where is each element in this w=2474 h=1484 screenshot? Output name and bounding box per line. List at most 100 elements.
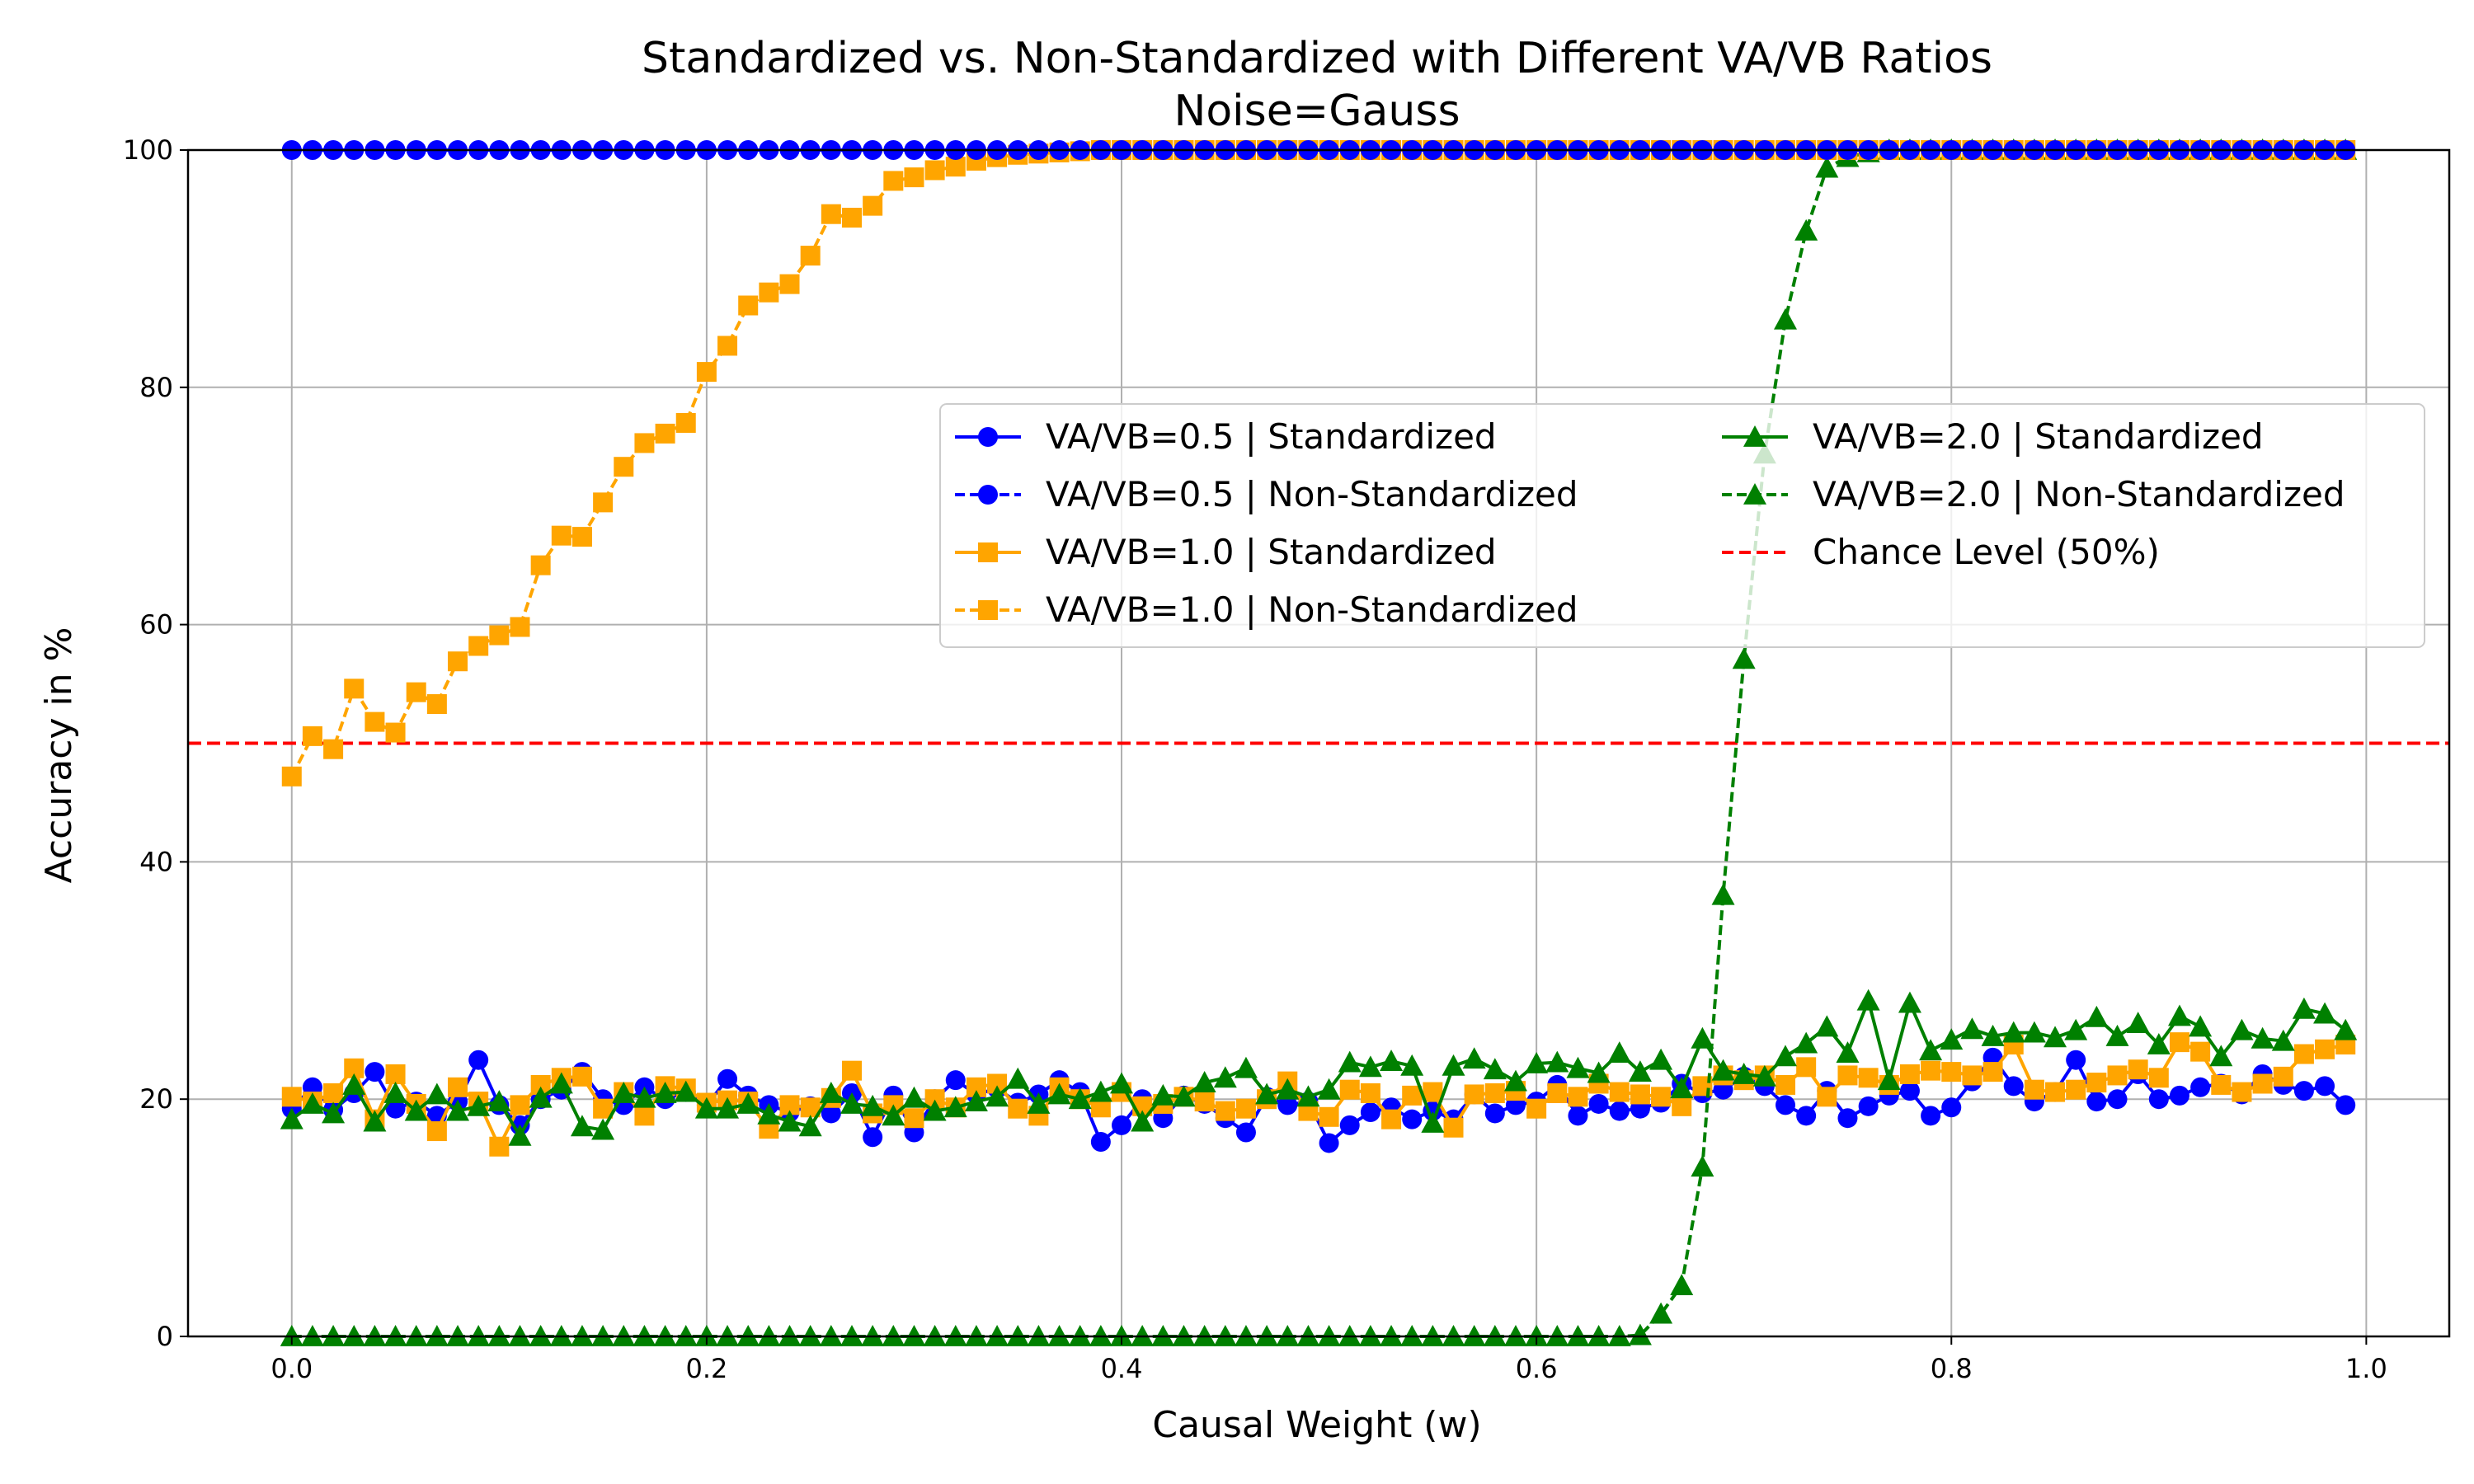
data-point xyxy=(2064,1018,2088,1040)
data-point xyxy=(2335,1095,2356,1115)
data-point xyxy=(655,423,675,444)
data-point xyxy=(323,739,344,759)
data-point xyxy=(841,1060,862,1081)
axes-layer: 0.0 0.2 0.4 0.6 0.8 1.0 0 20 40 60 80 100 xyxy=(123,134,2387,1384)
data-point xyxy=(1962,1065,1982,1086)
legend: VA/VB=0.5 | Standardized VA/VB=0.5 | Non-… xyxy=(939,403,2425,648)
data-point xyxy=(923,1099,947,1121)
data-point xyxy=(634,433,655,453)
data-point xyxy=(1856,989,1880,1011)
data-point xyxy=(1462,1047,1486,1069)
data-point xyxy=(634,1106,655,1126)
data-point xyxy=(365,711,385,732)
data-point xyxy=(1732,647,1756,669)
data-point xyxy=(2066,1079,2086,1100)
data-point xyxy=(1215,1101,1235,1121)
y-tick-label: 80 xyxy=(139,372,173,403)
data-point xyxy=(2169,1085,2189,1106)
data-point xyxy=(2271,1029,2295,1051)
data-point xyxy=(1296,1085,1320,1107)
data-point xyxy=(1858,1068,1879,1088)
data-point xyxy=(467,1094,491,1116)
y-axis-label: Accuracy in % xyxy=(38,627,80,884)
data-point xyxy=(468,636,489,656)
data-point xyxy=(2190,1077,2211,1097)
legend-label: VA/VB=0.5 | Non-Standardized xyxy=(1046,474,1578,514)
data-point xyxy=(1776,1074,1796,1095)
legend-entry: VA/VB=1.0 | Standardized xyxy=(955,532,1497,572)
data-point xyxy=(821,204,841,224)
data-point xyxy=(1691,1155,1714,1177)
data-point xyxy=(717,336,738,356)
x-tick-label: 0.2 xyxy=(685,1353,727,1384)
data-point xyxy=(821,1103,841,1124)
data-point xyxy=(1815,1015,1839,1037)
data-point xyxy=(863,195,883,216)
data-point xyxy=(280,1107,303,1129)
data-point xyxy=(757,1102,781,1125)
data-point xyxy=(1921,1060,1941,1081)
data-point xyxy=(1877,1068,1901,1091)
data-point xyxy=(2126,1012,2150,1034)
legend-marker xyxy=(978,542,998,562)
y-tick-label: 60 xyxy=(139,609,173,641)
legend-marker xyxy=(978,485,998,505)
data-point xyxy=(1172,1085,1196,1107)
data-point xyxy=(694,1097,718,1119)
data-point xyxy=(2022,1021,2046,1043)
data-point xyxy=(344,679,365,699)
data-point xyxy=(446,1099,470,1121)
data-point xyxy=(302,726,322,746)
data-point xyxy=(448,651,468,672)
data-point xyxy=(2190,1041,2211,1062)
data-point xyxy=(1484,1103,1505,1124)
data-point xyxy=(487,1090,511,1111)
data-point xyxy=(1796,1106,1817,1126)
data-point xyxy=(1587,1061,1611,1083)
x-tick-label: 1.0 xyxy=(2345,1353,2387,1384)
data-point xyxy=(1899,1081,1920,1101)
data-point xyxy=(1131,1110,1155,1132)
data-point xyxy=(2148,1068,2169,1088)
data-point xyxy=(2293,1081,2314,1101)
data-point xyxy=(570,1115,594,1137)
data-point xyxy=(1338,1050,1362,1073)
data-point xyxy=(1192,1071,1216,1092)
data-point xyxy=(2211,1074,2232,1095)
y-tick-label: 0 xyxy=(157,1321,173,1352)
legend-label: VA/VB=1.0 | Standardized xyxy=(1046,532,1497,572)
data-point xyxy=(1628,1323,1652,1345)
y-tick-label: 20 xyxy=(139,1083,173,1115)
data-point xyxy=(1776,1095,1796,1115)
data-point xyxy=(1837,1108,1858,1129)
data-point xyxy=(819,1082,843,1103)
data-point xyxy=(426,694,447,715)
data-point xyxy=(964,1090,988,1111)
data-point xyxy=(1898,991,1921,1013)
data-point xyxy=(510,1095,530,1115)
data-point xyxy=(1421,1111,1445,1133)
data-point xyxy=(591,1118,615,1140)
data-point xyxy=(1381,1109,1402,1129)
data-point xyxy=(1960,1017,1984,1040)
data-point xyxy=(549,1072,573,1094)
data-point xyxy=(2189,1015,2213,1037)
data-point xyxy=(2334,1018,2358,1040)
data-point xyxy=(2313,1002,2337,1024)
data-point xyxy=(508,1124,532,1146)
data-point xyxy=(2086,1092,2107,1112)
x-tick-label: 0.0 xyxy=(270,1353,313,1384)
data-point xyxy=(2230,1018,2254,1040)
data-point xyxy=(1360,1083,1380,1104)
data-point xyxy=(904,1108,924,1129)
data-point xyxy=(1815,156,1839,178)
data-point xyxy=(365,1062,385,1082)
data-point xyxy=(1423,1082,1443,1102)
data-point xyxy=(696,362,717,383)
legend-label: Chance Level (50%) xyxy=(1813,532,2160,572)
data-point xyxy=(1672,1096,1692,1116)
data-point xyxy=(1941,1062,1962,1082)
data-point xyxy=(1837,1065,1858,1086)
data-point xyxy=(1921,1106,1941,1126)
